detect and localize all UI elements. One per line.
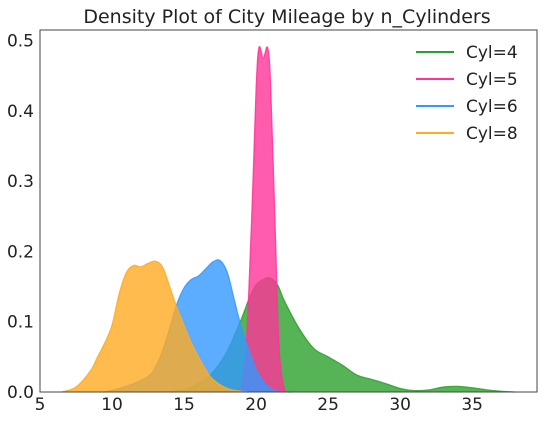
y-tick-label: 0.4 xyxy=(7,102,34,122)
series-area-2 xyxy=(240,46,285,392)
x-tick-label: 5 xyxy=(35,395,46,415)
legend-label: Cyl=6 xyxy=(466,97,518,117)
x-tick-label: 15 xyxy=(173,395,195,415)
plot-frame xyxy=(39,29,538,393)
chart-axes: 5 10 15 20 25 30 35 0.0 0.1 0.2 0.3 0.4 0.5 xyxy=(7,29,538,415)
series-line-2 xyxy=(239,45,286,393)
density-areas xyxy=(61,45,516,393)
x-tick-label: 30 xyxy=(389,395,411,415)
y-tick-label: 0.3 xyxy=(7,172,34,192)
legend-label: Cyl=4 xyxy=(466,43,518,63)
y-tick-label: 0.5 xyxy=(7,32,34,52)
chart-legend: Cyl=4 Cyl=5 Cyl=6 Cyl=8 xyxy=(416,43,518,144)
legend-label: Cyl=5 xyxy=(466,70,518,90)
y-tick-label: 0.1 xyxy=(7,313,34,333)
x-tick-label: 20 xyxy=(245,395,267,415)
series-area-4 xyxy=(61,261,249,392)
series-area-3 xyxy=(104,259,293,392)
x-tick-label: 35 xyxy=(461,395,483,415)
x-tick-label: 10 xyxy=(101,395,123,415)
chart-title: Density Plot of City Mileage by n_Cylind… xyxy=(83,6,490,28)
y-tick-label: 0.0 xyxy=(7,383,34,403)
y-tick-label: 0.2 xyxy=(7,242,34,262)
series-line-4 xyxy=(61,260,249,393)
legend-label: Cyl=8 xyxy=(466,124,518,144)
x-tick-label: 25 xyxy=(317,395,339,415)
